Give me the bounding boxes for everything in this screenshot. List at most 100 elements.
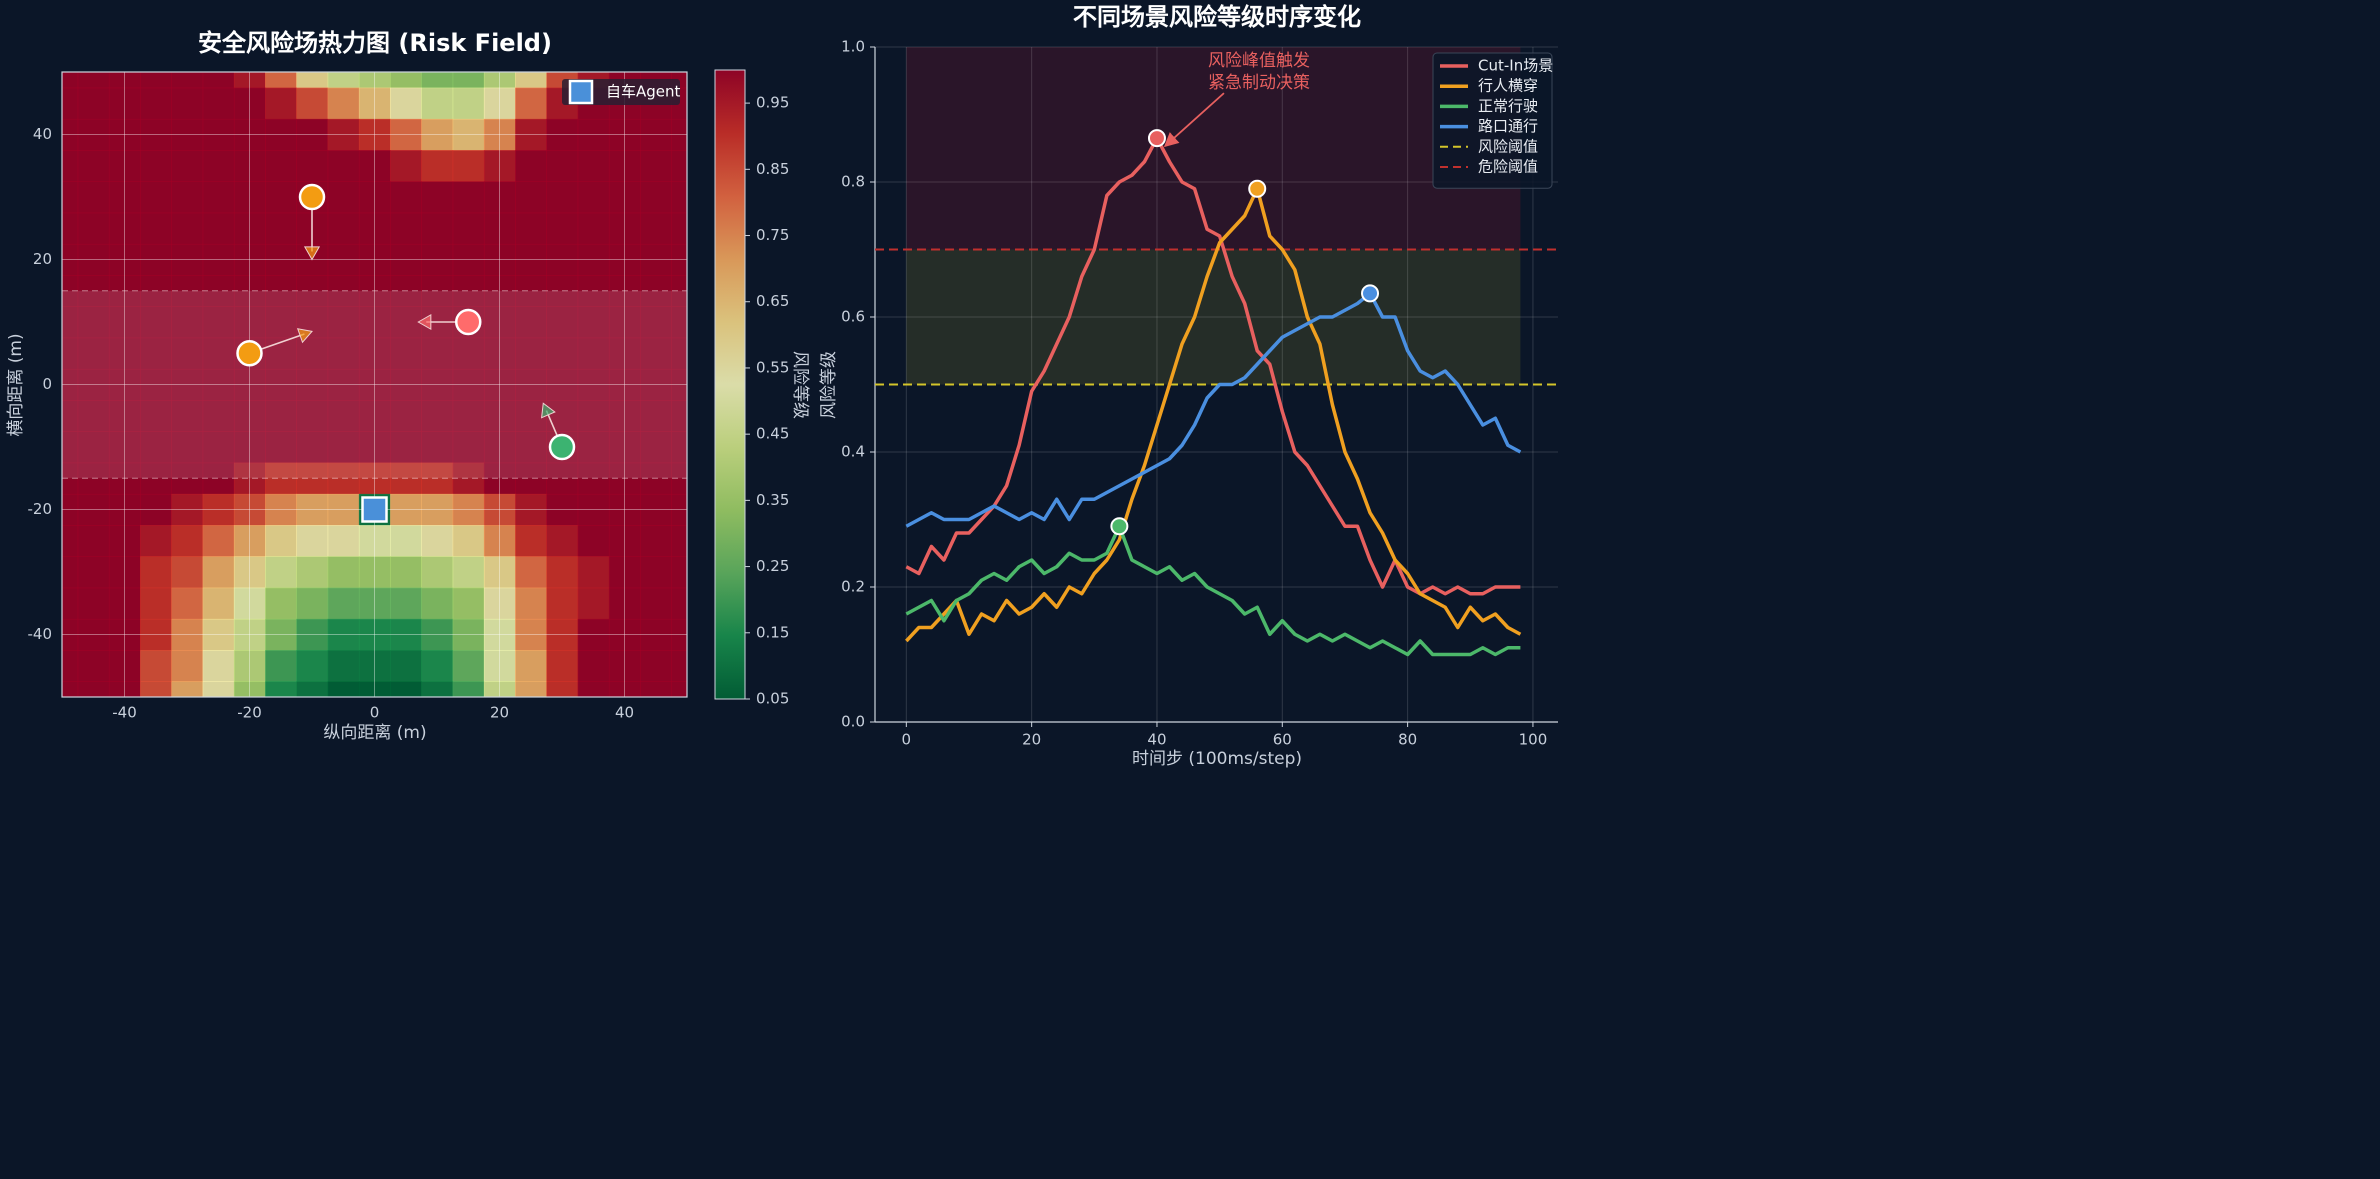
- heat-cell: [640, 275, 672, 307]
- heat-cell: [233, 681, 266, 697]
- heat-cell: [546, 493, 579, 526]
- heat-cell: [577, 525, 610, 557]
- heat-cell: [577, 431, 610, 464]
- heat-cell: [62, 212, 79, 245]
- threshold-zone: [906, 249, 1521, 385]
- agent: [298, 183, 326, 211]
- heat-cell: [390, 681, 422, 697]
- heat-cell: [483, 556, 516, 589]
- heat-cell: [358, 400, 391, 432]
- heat-cell: [108, 400, 141, 432]
- heat-cell: [546, 306, 579, 339]
- heat-cell: [608, 275, 641, 307]
- heat-cell: [577, 118, 610, 151]
- heat-cell: [265, 400, 297, 432]
- heat-cell: [202, 556, 235, 589]
- heat-cell: [577, 368, 610, 401]
- heat-cell: [265, 243, 297, 276]
- heat-cell: [452, 243, 485, 276]
- peak-marker: [1248, 179, 1267, 198]
- agent-arrow-head: [296, 328, 313, 344]
- legend-label: 行人横穿: [1478, 77, 1538, 95]
- heat-cell: [108, 493, 141, 526]
- heat-cell: [233, 243, 266, 276]
- heat-cell: [77, 493, 110, 526]
- heat-cell: [640, 400, 672, 432]
- heat-cell: [140, 618, 172, 651]
- heat-cell: [171, 587, 204, 620]
- heat-cell: [77, 337, 110, 370]
- heat-cell: [390, 618, 422, 651]
- threshold-zone: [906, 47, 1521, 250]
- heat-cell: [108, 587, 141, 620]
- colorbar-tick-label: 0.05: [756, 690, 789, 708]
- heat-cell: [483, 118, 516, 151]
- heat-cell: [140, 181, 172, 214]
- heat-cell: [608, 150, 641, 182]
- heat-cell: [296, 650, 329, 682]
- annotation: 风险峰值触发: [1208, 51, 1310, 71]
- heat-cell: [483, 493, 516, 526]
- heat-cell: [577, 306, 610, 339]
- heat-cell: [62, 72, 79, 89]
- y-tick-label: 20: [33, 250, 52, 268]
- heat-cell: [62, 337, 79, 370]
- y-tick-label: 40: [33, 125, 52, 143]
- heat-cell: [202, 181, 235, 214]
- heat-cell: [577, 493, 610, 526]
- heat-cell: [483, 368, 516, 401]
- heat-cell: [171, 212, 204, 245]
- heat-cell: [265, 431, 297, 464]
- heat-cell: [171, 681, 204, 697]
- heat-cell: [108, 243, 141, 276]
- heat-cell: [483, 525, 516, 557]
- heat-cell: [171, 337, 204, 370]
- heat-cell: [515, 212, 547, 245]
- heat-cell: [327, 87, 360, 120]
- heat-cell: [77, 118, 110, 151]
- x-axis-label: 纵向距离 (m): [323, 723, 426, 743]
- heat-cell: [452, 181, 485, 214]
- colorbar-tick-label: 0.65: [756, 292, 789, 310]
- heat-cell: [358, 275, 391, 307]
- heat-cell: [390, 87, 422, 120]
- heat-cell: [390, 118, 422, 151]
- heat-cell: [202, 681, 235, 697]
- heat-cell: [671, 306, 687, 339]
- heat-cell: [233, 181, 266, 214]
- ego-vehicle: [361, 496, 388, 523]
- colorbar-tick-label: 0.15: [756, 623, 789, 641]
- heat-cell: [171, 556, 204, 589]
- heat-cell: [390, 556, 422, 589]
- heat-cell: [483, 400, 516, 432]
- heat-cell: [265, 212, 297, 245]
- y-axis-label: 风险等级: [819, 351, 839, 419]
- heat-cell: [640, 618, 672, 651]
- heat-cell: [171, 368, 204, 401]
- colorbar-tick-label: 0.45: [756, 425, 789, 443]
- heat-cell: [671, 462, 687, 495]
- heat-cell: [202, 150, 235, 182]
- x-tick-label: 0: [370, 704, 380, 722]
- legend-label: 风险阈值: [1478, 137, 1538, 155]
- series-line: [905, 291, 1522, 528]
- heat-cell: [515, 525, 547, 557]
- heat-cell: [62, 618, 79, 651]
- heat-cell: [421, 493, 454, 526]
- heat-cell: [108, 618, 141, 651]
- heat-cell: [421, 368, 454, 401]
- heat-cell: [608, 650, 641, 682]
- heat-cell: [390, 587, 422, 620]
- heat-cell: [296, 118, 329, 151]
- heat-cell: [515, 306, 547, 339]
- heat-cell: [671, 181, 687, 214]
- heat-cell: [546, 400, 579, 432]
- heat-cell: [546, 150, 579, 182]
- heat-cell: [202, 243, 235, 276]
- heat-cell: [296, 72, 329, 89]
- heat-cell: [140, 587, 172, 620]
- y-tick-label: 0: [42, 375, 52, 393]
- heat-cell: [77, 275, 110, 307]
- legend-label: 正常行驶: [1478, 97, 1538, 115]
- heat-cell: [515, 118, 547, 151]
